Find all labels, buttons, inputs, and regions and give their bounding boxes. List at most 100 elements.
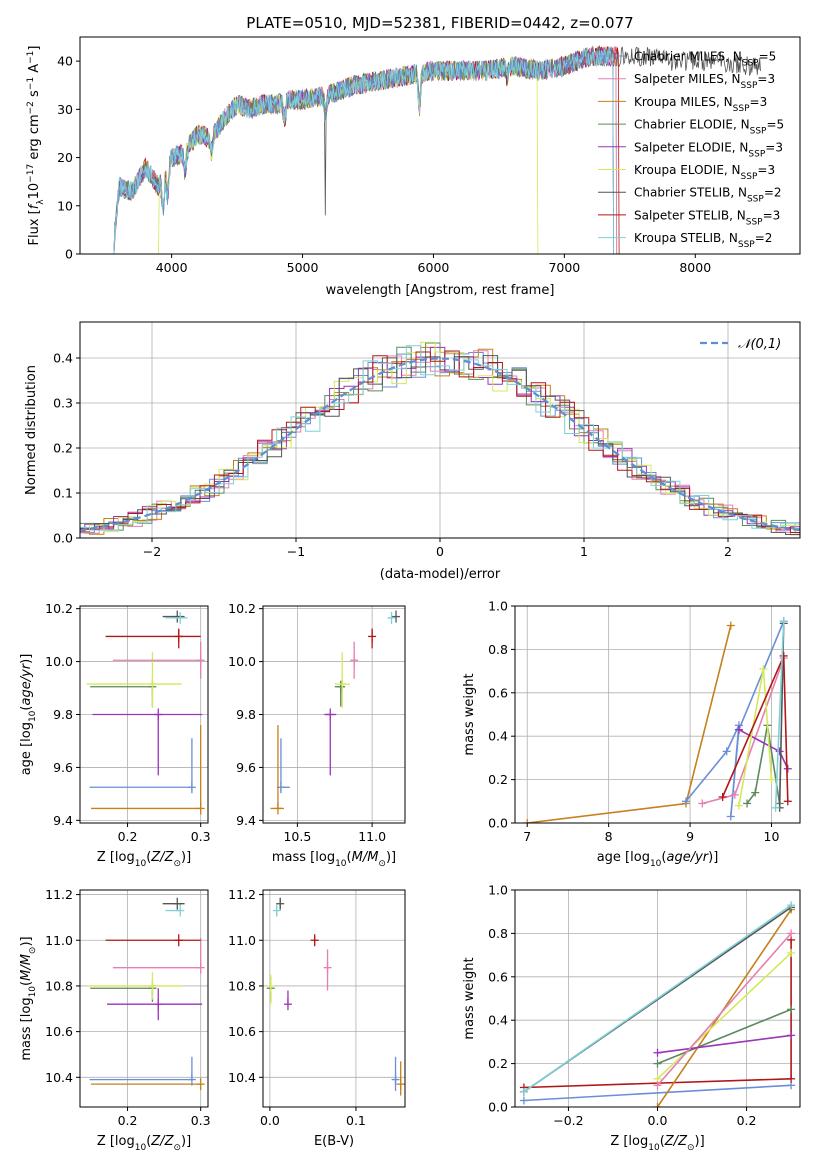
weight-series-kroupa-stelib — [519, 901, 796, 1096]
y-tick-label: 11.0 — [228, 933, 256, 948]
y-tick-label: 0.8 — [488, 926, 508, 941]
x-tick-label: 0.3 — [191, 829, 211, 844]
normal-curve — [79, 357, 801, 532]
x-tick-label: 2 — [724, 544, 732, 559]
residual-hist-kroupa-miles — [80, 346, 800, 535]
residual-hist-kroupa-elodie — [80, 341, 800, 533]
errorbar-salpeter-miles — [350, 641, 359, 679]
errorbar-salpeter-miles — [323, 949, 332, 991]
errorbar-kroupa-elodie — [334, 652, 350, 708]
x-tick-label: 7000 — [548, 260, 580, 275]
weight-series-salpeter-miles — [653, 929, 796, 1090]
y-tick-label: 0.2 — [488, 772, 508, 787]
y-tick-label: 11.2 — [228, 887, 256, 902]
panel-frame — [262, 889, 406, 1108]
y-axis-label: Flux [fλ10−17 erg cm−2 s−1 A−1] — [26, 46, 46, 246]
errorbar-salpeter-stelib — [310, 934, 319, 947]
panel-frame — [262, 605, 406, 824]
errorbar-chabrier-stelib — [162, 610, 185, 623]
residual-hist-salpeter-stelib — [80, 350, 800, 533]
errorbar-kroupa-miles — [90, 725, 205, 815]
panel-frame — [514, 889, 801, 1108]
x-tick-label: 4000 — [156, 260, 188, 275]
x-tick-label: 0.2 — [737, 1113, 757, 1128]
weight-series-salpeter-elodie — [653, 1031, 796, 1057]
x-tick-label: 0.2 — [118, 829, 138, 844]
x-tick-label: −1 — [287, 544, 305, 559]
x-tick-label: −0.2 — [553, 1113, 583, 1128]
chart-title: PLATE=0510, MJD=52381, FIBERID=0442, z=0… — [246, 14, 633, 32]
y-tick-label: 9.8 — [53, 707, 73, 722]
errorbar-salpeter-stelib — [368, 628, 377, 649]
x-tick-label: 1 — [580, 544, 588, 559]
y-tick-label: 0.0 — [53, 531, 73, 546]
errorbar-kroupa-miles — [396, 1061, 405, 1096]
y-axis-label: mass [log10(M/M⊙)] — [19, 936, 38, 1060]
y-tick-label: 9.4 — [236, 813, 256, 828]
errorbar-salpeter-elodie — [324, 708, 337, 776]
x-tick-label: 0.0 — [648, 1113, 668, 1128]
legend-entry: Chabrier ELODIE, NSSP=5 — [634, 118, 784, 137]
y-tick-label: 10.4 — [228, 1070, 256, 1085]
weight-series-kroupa-stelib — [771, 617, 788, 812]
y-tick-label: 0.6 — [488, 685, 508, 700]
errorbar-kroupa-elodie — [86, 652, 182, 708]
x-tick-label: 0.1 — [346, 1113, 366, 1128]
legend-entry: Kroupa MILES, NSSP=3 — [634, 95, 767, 114]
y-tick-label: 0.2 — [53, 441, 73, 456]
y-tick-label: 0.4 — [488, 729, 508, 744]
weight-series-chabrier-miles — [682, 617, 788, 821]
panel-frame — [79, 889, 209, 1108]
y-tick-label: 10.2 — [228, 601, 256, 616]
weight-series-kroupa-miles — [523, 621, 735, 823]
errorbar-chabrier-elodie — [334, 680, 346, 707]
x-tick-label: 8000 — [679, 260, 711, 275]
x-axis-label: wavelength [Angstrom, rest frame] — [326, 283, 555, 298]
y-tick-label: 10.8 — [45, 978, 73, 993]
y-tick-label: 0.0 — [488, 816, 508, 831]
y-tick-label: 10.2 — [45, 601, 73, 616]
panel-frame — [79, 605, 209, 824]
legend-entry: Kroupa STELIB, NSSP=2 — [634, 231, 772, 250]
x-axis-label: Z [log10(Z/Z⊙)] — [97, 850, 191, 869]
y-tick-label: 10.4 — [45, 1070, 73, 1085]
y-tick-label: 1.0 — [488, 883, 508, 898]
errorbar-chabrier-miles — [391, 1056, 400, 1092]
errorbar-kroupa-elodie — [86, 972, 182, 1000]
errorbar-kroupa-stelib — [165, 904, 185, 917]
errorbar-chabrier-miles — [89, 738, 196, 794]
residuals-axes-frame — [79, 321, 801, 539]
legend-entry: Salpeter ELODIE, NSSP=3 — [634, 140, 783, 159]
errorbar-chabrier-miles — [89, 1056, 196, 1086]
y-tick-label: 0.8 — [488, 642, 508, 657]
y-tick-label: 11.0 — [45, 933, 73, 948]
x-axis-label: (data-model)/error — [380, 567, 501, 582]
x-tick-label: 6000 — [418, 260, 450, 275]
errorbar-kroupa-miles — [270, 725, 284, 815]
y-tick-label: 9.8 — [236, 707, 256, 722]
legend-entry: Salpeter MILES, NSSP=3 — [634, 72, 775, 91]
y-tick-label: 9.6 — [236, 760, 256, 775]
y-axis-label: mass weight — [462, 673, 477, 755]
weight-series-kroupa-elodie — [653, 948, 796, 1083]
legend-entry: Salpeter STELIB, NSSP=3 — [634, 208, 780, 227]
spectrum-axes-frame — [79, 36, 801, 255]
y-tick-label: 9.4 — [53, 813, 73, 828]
y-axis-label: mass weight — [462, 957, 477, 1039]
errorbar-chabrier-stelib — [162, 897, 185, 910]
y-tick-label: 0.0 — [488, 1100, 508, 1115]
legend-entry: Chabrier STELIB, NSSP=2 — [634, 186, 782, 205]
x-tick-label: 10.5 — [283, 829, 311, 844]
y-tick-label: 10.0 — [45, 654, 73, 669]
errorbar-salpeter-elodie — [92, 708, 203, 776]
y-tick-label: 10 — [57, 198, 73, 213]
y-tick-label: 10.0 — [228, 654, 256, 669]
y-tick-label: 0.3 — [53, 396, 73, 411]
errorbar-chabrier-miles — [276, 738, 290, 794]
legend-entry: 𝒩(0,1) — [738, 337, 781, 352]
y-tick-label: 9.6 — [53, 760, 73, 775]
y-tick-label: 0.6 — [488, 969, 508, 984]
errorbar-salpeter-miles — [112, 937, 205, 974]
x-axis-label: E(B-V) — [314, 1134, 354, 1149]
x-tick-label: 0.0 — [260, 1113, 280, 1128]
